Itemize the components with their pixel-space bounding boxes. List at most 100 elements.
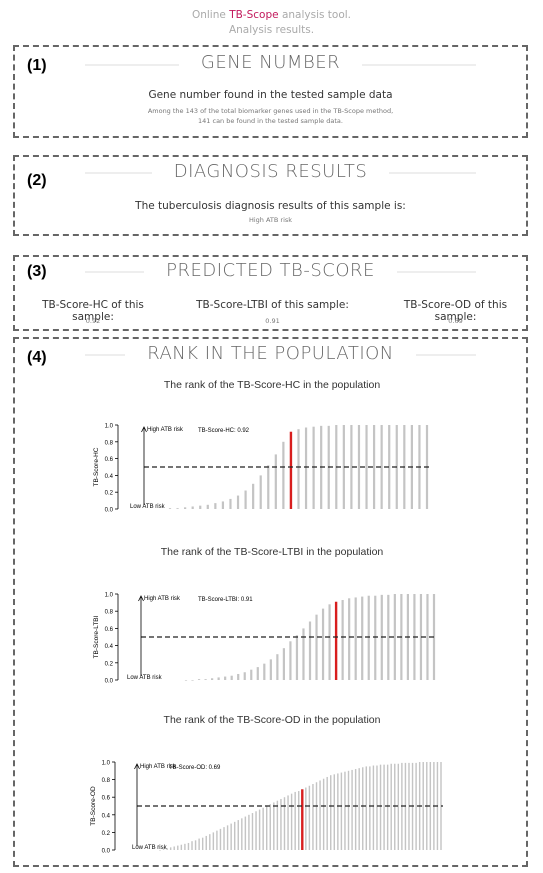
population-bar (298, 791, 300, 850)
population-bar (282, 441, 285, 509)
section-number: (2) (27, 172, 47, 189)
section-box: (4) RANK IN THE POPULATION (13, 337, 528, 867)
population-bar (419, 594, 423, 680)
score-value: 0.69 (448, 317, 463, 325)
population-bar (312, 426, 315, 509)
population-bar (265, 806, 268, 850)
high-risk-label: High ATB risk (144, 596, 181, 602)
population-bar (308, 621, 312, 680)
population-bar (191, 841, 193, 850)
header-suffix: analysis tool. (281, 9, 352, 21)
sample-bar (289, 431, 293, 509)
population-bar (351, 769, 353, 850)
population-bar (250, 669, 253, 680)
arrow-head (138, 595, 144, 602)
population-bar (255, 811, 257, 850)
population-bar (212, 832, 215, 850)
population-bar (319, 780, 321, 850)
population-bar (237, 673, 240, 680)
population-bar (304, 427, 308, 509)
population-bar (289, 641, 292, 680)
section-text: Among the 143 of the total biomarker gen… (147, 107, 394, 115)
header-prefix: Online (191, 9, 226, 21)
population-bar (367, 595, 370, 680)
score-label: TB-Score-HC of this sample: (42, 299, 144, 323)
high-risk-label: High ATB risk (140, 764, 177, 770)
population-bar (376, 765, 378, 850)
population-bar (206, 504, 209, 509)
population-bar (379, 764, 382, 850)
population-bar (282, 648, 285, 680)
population-bar (166, 848, 168, 850)
section-title-text: PREDICTED TB-SCORE (144, 260, 397, 281)
section-heading: The tuberculosis diagnosis results of th… (135, 200, 406, 212)
header-line: Online TB-Scope analysis tool. (0, 9, 543, 21)
population-bar (321, 608, 325, 680)
arrow-head (134, 763, 140, 770)
population-bar (204, 679, 207, 680)
diagnosis: High ATB risk (248, 216, 293, 224)
population-bar (374, 595, 377, 680)
sample-annotation: TB-Score-OD: 0.69 (169, 765, 221, 771)
population-bar (348, 598, 351, 680)
population-bar (365, 425, 368, 509)
low-risk-label: Low ATB risk (127, 675, 163, 681)
population-bar (191, 680, 194, 681)
population-bar (365, 766, 368, 850)
population-bar (252, 483, 255, 509)
y-tick-label: 1.0 (105, 593, 114, 599)
low-risk-label: Low ATB risk (130, 504, 166, 510)
population-bar (263, 663, 266, 680)
population-bar (274, 454, 277, 509)
population-bar (372, 765, 375, 850)
y-axis-label: TB-Score-OD (90, 786, 97, 826)
y-tick-label: 0.4 (105, 474, 114, 480)
population-bar (219, 828, 222, 850)
section-title: GENE NUMBER (15, 52, 526, 73)
population-bar (302, 628, 305, 680)
population-bar (305, 787, 307, 850)
population-bar (276, 654, 279, 680)
population-bar (173, 846, 175, 850)
y-tick-label: 0.0 (105, 508, 114, 514)
score-value: 0.91 (265, 317, 280, 325)
population-bar (429, 762, 432, 850)
population-bar (337, 773, 339, 850)
population-bar (230, 675, 233, 680)
population-bar (269, 659, 272, 680)
population-bar (426, 594, 429, 680)
population-bar (415, 762, 417, 850)
population-bar (224, 676, 227, 680)
population-bar (229, 498, 232, 509)
section-title: DIAGNOSIS RESULTS (15, 161, 526, 182)
population-bar (177, 845, 179, 850)
y-tick-label: 0.6 (102, 796, 111, 802)
population-bar (354, 597, 357, 680)
y-axis-label: TB-Score-HC (93, 447, 100, 486)
y-tick-label: 0.8 (105, 440, 114, 446)
population-bar (397, 763, 400, 850)
population-bar (162, 849, 165, 850)
population-bar (230, 823, 232, 850)
population-bar (184, 680, 188, 681)
y-tick-label: 0.8 (102, 778, 111, 784)
brand: TB-Scope (229, 9, 279, 21)
population-bar (390, 763, 392, 850)
population-bar (184, 843, 186, 850)
population-bar (236, 495, 240, 509)
plot-title: The rank of the TB-Score-LTBI in the pop… (161, 546, 384, 558)
y-tick-label: 0.2 (105, 661, 114, 667)
population-bar (315, 782, 318, 850)
population-bar (217, 677, 220, 680)
population-bar (308, 785, 311, 850)
population-bar (221, 501, 225, 509)
high-risk-label: High ATB risk (147, 427, 184, 433)
population-bar (191, 506, 194, 509)
plot-title: The rank of the TB-Score-OD in the popul… (164, 714, 381, 726)
section-number: (4) (27, 349, 47, 366)
score-label: TB-Score-OD of this sample: (403, 299, 508, 323)
population-bar (194, 840, 197, 850)
population-bar (237, 820, 239, 850)
section-title: RANK IN THE POPULATION (15, 343, 526, 364)
